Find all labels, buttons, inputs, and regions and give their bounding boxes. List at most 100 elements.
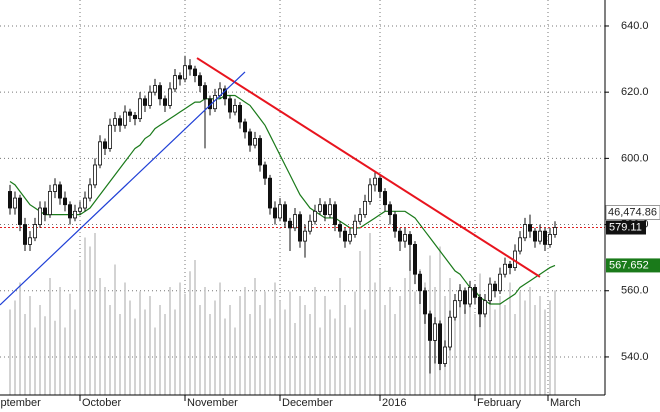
candle-body bbox=[497, 273, 502, 292]
price-value: 579.11 bbox=[609, 221, 642, 233]
volume-bar bbox=[139, 291, 141, 395]
candle-body bbox=[402, 234, 407, 242]
volume-bar bbox=[314, 287, 316, 395]
y-tick-label: 620.0 bbox=[621, 86, 649, 98]
candle-body bbox=[63, 197, 68, 206]
candle-body bbox=[252, 138, 257, 146]
volume-bar bbox=[289, 291, 291, 395]
volume-bar bbox=[424, 282, 426, 395]
candle-body bbox=[197, 75, 202, 86]
volume-bar bbox=[379, 269, 381, 395]
volume-bar bbox=[14, 300, 16, 395]
candle-body bbox=[382, 191, 387, 206]
candle-body bbox=[232, 105, 237, 113]
volume-bar bbox=[389, 287, 391, 395]
volume-bar bbox=[329, 309, 331, 395]
volume-bar bbox=[209, 314, 211, 395]
ma-value: 567.652 bbox=[609, 259, 649, 271]
candle-body bbox=[98, 141, 103, 166]
volume-bar bbox=[349, 327, 351, 395]
volume-bar bbox=[54, 320, 56, 395]
volume-bar bbox=[324, 296, 326, 395]
price-tag bbox=[606, 220, 646, 235]
volume-bar bbox=[144, 309, 146, 395]
candle-body bbox=[437, 323, 442, 364]
volume-bar bbox=[404, 278, 406, 395]
volume-bar bbox=[469, 296, 471, 395]
candle-body bbox=[553, 227, 558, 235]
volume-bar bbox=[549, 300, 551, 395]
ma-tag bbox=[606, 258, 660, 273]
volume-bar bbox=[479, 273, 481, 395]
volume-bar bbox=[554, 290, 556, 395]
volume-bar bbox=[199, 305, 201, 395]
volume-bar bbox=[244, 287, 246, 395]
volume-bar bbox=[519, 291, 521, 395]
candle-body bbox=[442, 346, 447, 364]
candle-body bbox=[43, 207, 48, 216]
candle-body bbox=[412, 244, 417, 275]
volume-bar bbox=[489, 287, 491, 395]
candle-body bbox=[533, 230, 538, 242]
candle-body bbox=[93, 164, 98, 186]
volume-bar bbox=[69, 293, 71, 395]
volume-bar bbox=[514, 314, 516, 395]
candle-body bbox=[137, 98, 142, 120]
volume-bar bbox=[539, 296, 541, 395]
volume-bar bbox=[194, 260, 196, 395]
volume-bar bbox=[294, 323, 296, 395]
candle-body bbox=[157, 85, 162, 100]
candle-body bbox=[312, 210, 317, 222]
axes bbox=[0, 0, 609, 401]
volume-bar bbox=[74, 309, 76, 395]
volume-bar bbox=[89, 246, 91, 395]
candle-body bbox=[27, 237, 32, 245]
candle-body bbox=[392, 214, 397, 232]
volume-bar bbox=[544, 309, 546, 395]
candle-body bbox=[472, 287, 477, 298]
volume-bar bbox=[259, 305, 261, 395]
candle-body bbox=[543, 230, 548, 245]
candle-body bbox=[123, 111, 128, 126]
y-tick-label: 640.0 bbox=[621, 20, 649, 32]
volume-bar bbox=[534, 305, 536, 395]
candle-body bbox=[342, 230, 347, 242]
volume-bar bbox=[409, 260, 411, 395]
candle-body bbox=[247, 131, 252, 146]
candle-body bbox=[347, 234, 352, 242]
candle-body bbox=[262, 164, 267, 179]
candle-body bbox=[182, 65, 187, 80]
candle-body bbox=[427, 313, 432, 341]
volume-bar bbox=[9, 309, 11, 395]
moving-average bbox=[9, 94, 556, 305]
candle-body bbox=[147, 91, 152, 106]
candle-body bbox=[507, 263, 512, 268]
candle-body bbox=[227, 98, 232, 113]
candle-body bbox=[108, 124, 113, 149]
candle-body bbox=[202, 85, 207, 100]
candle-body bbox=[317, 204, 322, 212]
candle-body bbox=[362, 200, 367, 216]
candle-body bbox=[322, 204, 327, 216]
candle-body bbox=[257, 138, 262, 166]
candle-body bbox=[447, 316, 452, 348]
volume-bar bbox=[29, 296, 31, 395]
candle-body bbox=[377, 177, 382, 192]
candle-body bbox=[172, 75, 177, 90]
volume-bar bbox=[339, 278, 341, 395]
x-tick-label: November bbox=[187, 397, 238, 409]
volume-bar bbox=[119, 314, 121, 395]
volume-bar bbox=[184, 293, 186, 395]
volume-bar bbox=[269, 318, 271, 395]
volume-bar bbox=[94, 233, 96, 395]
candle-body bbox=[113, 118, 118, 126]
candle-body bbox=[492, 283, 497, 292]
candle-body bbox=[462, 290, 467, 305]
volume-bar bbox=[159, 305, 161, 395]
candle-body bbox=[467, 287, 472, 305]
volume-bar bbox=[414, 291, 416, 395]
candle-body bbox=[452, 300, 457, 318]
volume-bar bbox=[454, 305, 456, 395]
volume-bar bbox=[189, 271, 191, 395]
